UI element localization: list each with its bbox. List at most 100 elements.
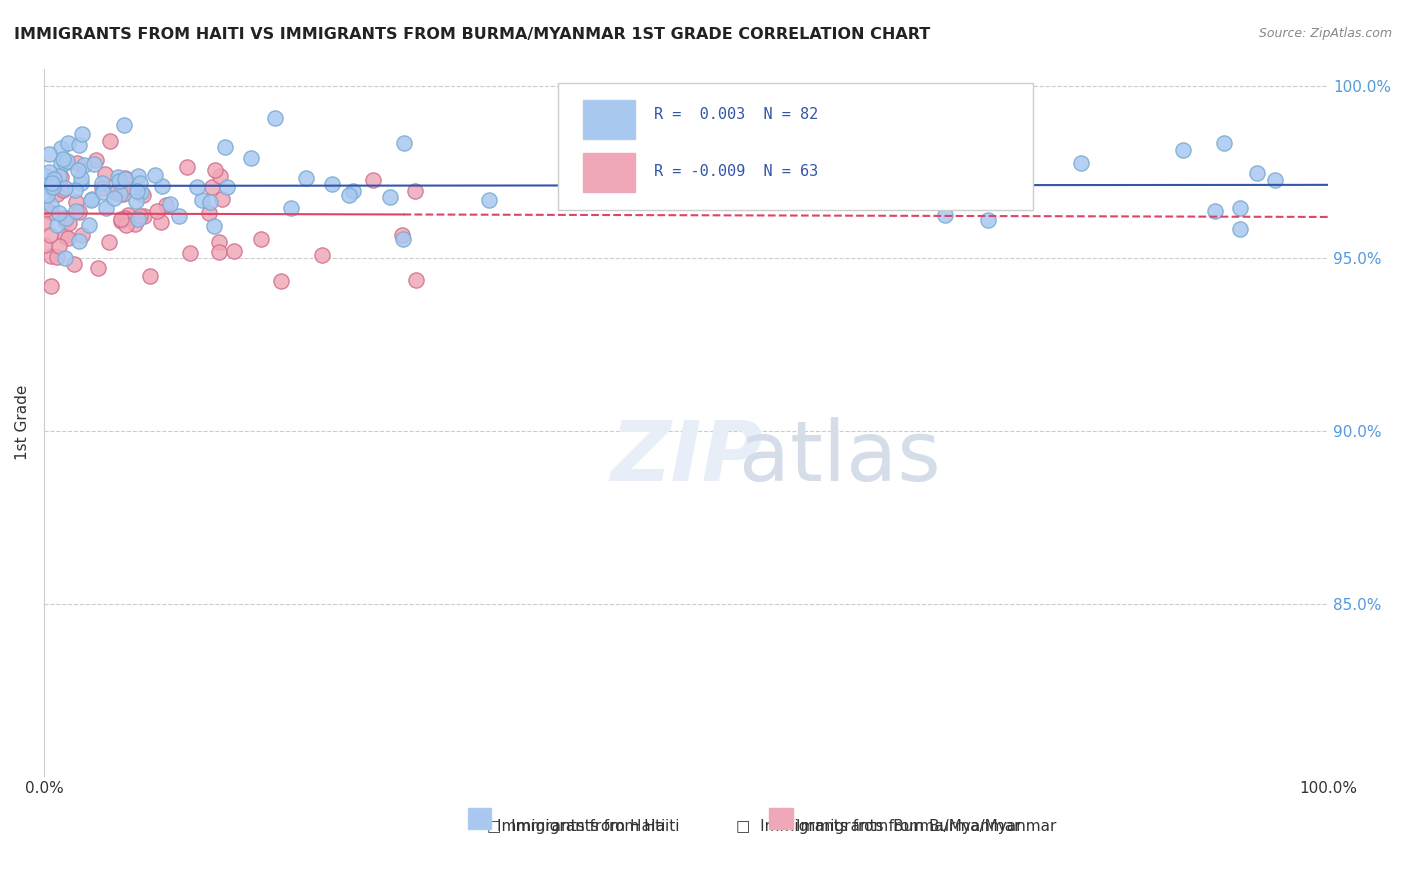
Point xyxy=(97,235,120,250)
Text: atlas: atlas xyxy=(740,417,941,499)
Point xyxy=(110,212,132,227)
Point xyxy=(114,170,136,185)
Point xyxy=(72,228,94,243)
Point xyxy=(41,278,63,293)
Point xyxy=(1264,172,1286,186)
Point xyxy=(114,211,136,226)
Point xyxy=(42,179,65,194)
Point xyxy=(392,136,415,151)
Point xyxy=(960,187,983,202)
Point xyxy=(124,217,146,231)
Point xyxy=(127,169,149,183)
Point xyxy=(39,180,62,194)
Point xyxy=(77,218,100,232)
Point xyxy=(48,238,70,252)
Point xyxy=(80,193,103,207)
FancyBboxPatch shape xyxy=(769,808,793,830)
Point xyxy=(115,219,138,233)
Point xyxy=(270,275,292,289)
Point xyxy=(35,169,58,183)
Point xyxy=(94,167,117,181)
Point xyxy=(35,202,58,216)
Point xyxy=(127,184,149,198)
Point xyxy=(91,177,114,191)
Point xyxy=(41,176,63,190)
Point xyxy=(91,181,114,195)
Point xyxy=(46,186,69,201)
Point xyxy=(93,186,115,200)
Point xyxy=(295,170,318,185)
Point xyxy=(1229,221,1251,235)
Point xyxy=(67,204,90,219)
Point xyxy=(186,179,208,194)
Text: R =  0.003  N = 82: R = 0.003 N = 82 xyxy=(654,107,818,122)
Text: Source: ZipAtlas.com: Source: ZipAtlas.com xyxy=(1258,27,1392,40)
Point xyxy=(53,211,76,225)
Point xyxy=(201,180,224,194)
Point xyxy=(391,232,413,246)
Point xyxy=(83,157,105,171)
Point xyxy=(200,194,222,209)
Point xyxy=(125,194,148,208)
Point xyxy=(70,177,93,191)
Point xyxy=(127,211,149,226)
Point xyxy=(339,188,361,202)
Point xyxy=(146,203,169,218)
Point xyxy=(321,178,343,192)
Point xyxy=(204,163,226,178)
Point xyxy=(131,188,153,202)
Point xyxy=(209,169,232,183)
Point xyxy=(404,184,426,198)
Point xyxy=(138,268,160,283)
Point xyxy=(1246,166,1268,180)
FancyBboxPatch shape xyxy=(468,808,491,830)
Point xyxy=(65,204,87,219)
Point xyxy=(82,192,104,206)
Point xyxy=(46,218,69,232)
Point xyxy=(53,252,76,266)
Point xyxy=(1204,204,1226,219)
Point xyxy=(1070,156,1092,170)
FancyBboxPatch shape xyxy=(583,153,634,193)
Point xyxy=(934,208,956,222)
Point xyxy=(73,158,96,172)
Point xyxy=(208,244,231,259)
Point xyxy=(250,232,273,246)
FancyBboxPatch shape xyxy=(558,83,1033,210)
Point xyxy=(179,246,201,260)
Point xyxy=(112,119,135,133)
Point xyxy=(405,272,427,286)
Point xyxy=(107,169,129,184)
Point xyxy=(84,153,107,168)
Point xyxy=(159,196,181,211)
Point xyxy=(217,180,239,194)
Point xyxy=(1229,201,1251,215)
Point xyxy=(149,215,172,229)
Point xyxy=(117,208,139,222)
Point xyxy=(112,180,135,194)
Point xyxy=(104,186,127,200)
Point xyxy=(311,248,333,262)
Point xyxy=(1008,177,1031,191)
Text: □  Immigrants from Haiti: □ Immigrants from Haiti xyxy=(486,819,679,834)
Point xyxy=(37,188,59,202)
Text: ZIP: ZIP xyxy=(610,417,762,499)
Point xyxy=(110,213,132,227)
Text: Immigrants from Haiti: Immigrants from Haiti xyxy=(498,819,665,834)
Point xyxy=(41,206,63,220)
Point xyxy=(41,249,63,263)
Point xyxy=(132,209,155,223)
Point xyxy=(478,193,501,207)
Point xyxy=(58,136,80,150)
Point xyxy=(32,216,55,230)
Text: □  Immigrants from Burma/Myanmar: □ Immigrants from Burma/Myanmar xyxy=(737,819,1021,834)
Point xyxy=(208,235,231,249)
Point xyxy=(110,187,132,202)
Point xyxy=(66,156,89,170)
Y-axis label: 1st Grade: 1st Grade xyxy=(15,384,30,460)
Point xyxy=(55,153,77,168)
Point xyxy=(128,209,150,223)
Point xyxy=(108,174,131,188)
Point xyxy=(44,171,66,186)
Point xyxy=(38,147,60,161)
